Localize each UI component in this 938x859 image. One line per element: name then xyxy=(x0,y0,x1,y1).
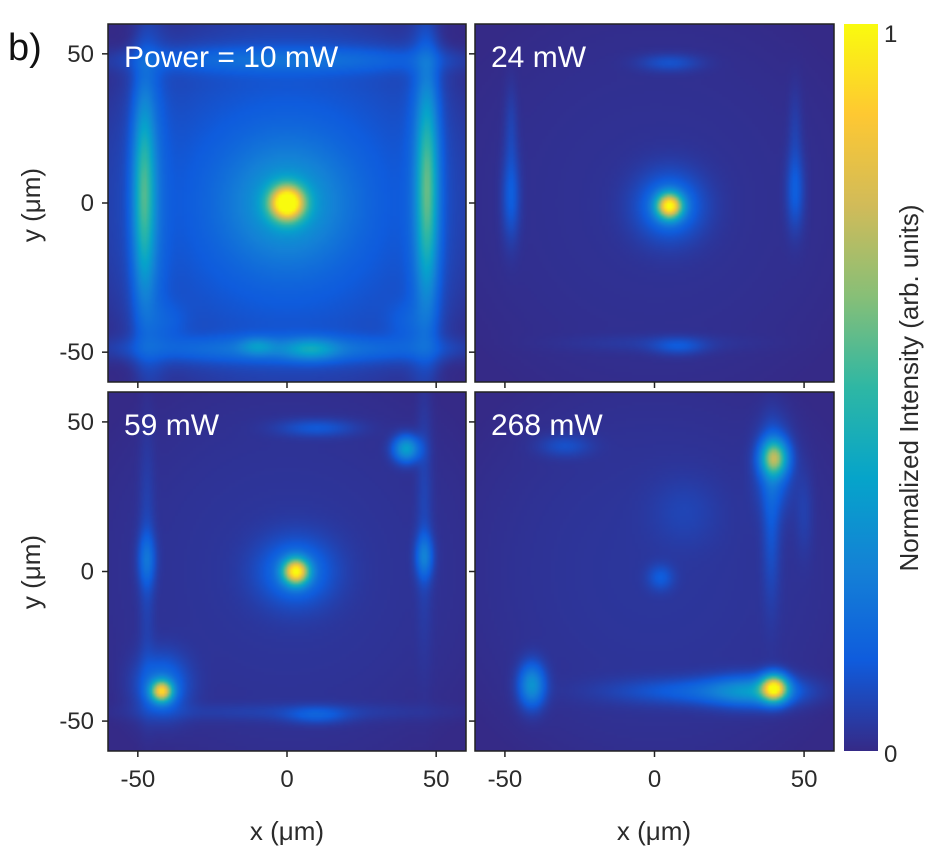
panel-power-label: 268 mW xyxy=(491,409,603,442)
figure-label: b) xyxy=(8,27,42,69)
heatmap-panel-2: 24 mW xyxy=(469,23,835,388)
x-tick-label: -50 xyxy=(488,766,523,793)
colorbar: 1 0 Normalized Intensity (arb. units) xyxy=(844,21,924,768)
heatmap-image xyxy=(108,24,466,382)
y-axis-label-top: y (μm) xyxy=(16,168,46,242)
x-tick-label: 0 xyxy=(648,766,661,793)
heatmap-panels: -50 0 50 Power = 10 mW 24 mW -50 0 50 -50 0 50 59 m… xyxy=(59,23,835,793)
y-tick-label: -50 xyxy=(59,708,94,735)
heatmap-panel-3: -50 0 50 -50 0 50 59 mW xyxy=(59,391,467,793)
y-tick-label: 0 xyxy=(81,190,94,217)
y-tick-label: -50 xyxy=(59,339,94,366)
panel-power-label: 59 mW xyxy=(124,409,220,442)
colorbar-gradient xyxy=(844,24,878,751)
panel-power-label: 24 mW xyxy=(491,41,587,74)
x-axis-label-right: x (μm) xyxy=(617,816,691,846)
colorbar-tick-max: 1 xyxy=(884,21,897,48)
heatmap-panel-1: -50 0 50 Power = 10 mW xyxy=(59,23,467,388)
x-axis-label-left: x (μm) xyxy=(250,816,324,846)
heatmap-image xyxy=(475,24,834,382)
y-tick-label: 50 xyxy=(67,41,94,68)
axis-labels: y (μm) y (μm) x (μm) x (μm) xyxy=(16,168,691,846)
colorbar-tick-min: 0 xyxy=(884,741,897,768)
panel-power-label: Power = 10 mW xyxy=(124,41,339,74)
y-axis-label-bottom: y (μm) xyxy=(16,535,46,609)
y-tick-label: 0 xyxy=(81,559,94,586)
x-tick-label: 50 xyxy=(791,766,818,793)
x-tick-label: -50 xyxy=(120,766,155,793)
y-tick-label: 50 xyxy=(67,409,94,436)
heatmap-image xyxy=(108,392,466,751)
x-tick-label: 50 xyxy=(423,766,450,793)
colorbar-label: Normalized Intensity (arb. units) xyxy=(894,204,924,571)
heatmap-image xyxy=(475,392,834,751)
heatmap-panel-4: -50 0 50 268 mW xyxy=(469,391,835,793)
x-tick-label: 0 xyxy=(280,766,293,793)
